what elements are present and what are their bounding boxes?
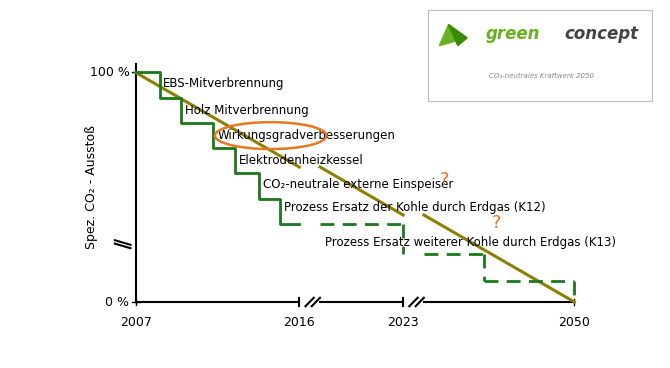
Text: CO₂-neutrale externe Einspeiser: CO₂-neutrale externe Einspeiser [263, 178, 454, 191]
Text: 2016: 2016 [283, 316, 315, 329]
Text: ?: ? [440, 171, 450, 189]
Text: 2050: 2050 [559, 316, 590, 329]
Polygon shape [449, 25, 467, 46]
Text: Prozess Ersatz weiterer Kohle durch Erdgas (K13): Prozess Ersatz weiterer Kohle durch Erdg… [325, 236, 616, 249]
Text: Wirkungsgradverbesserungen: Wirkungsgradverbesserungen [218, 129, 395, 142]
Polygon shape [440, 25, 467, 46]
Text: CO₂-neutrales Kraftwerk 2050: CO₂-neutrales Kraftwerk 2050 [488, 73, 594, 79]
Text: 2023: 2023 [387, 316, 419, 329]
Text: 2007: 2007 [120, 316, 151, 329]
Text: EBS-Mitverbrennung: EBS-Mitverbrennung [162, 78, 284, 91]
Text: Holz Mitverbrennung: Holz Mitverbrennung [186, 104, 310, 117]
Text: 0 %: 0 % [105, 296, 129, 308]
Text: Spez. CO₂ - Ausstoß: Spez. CO₂ - Ausstoß [85, 125, 98, 249]
Text: ?: ? [492, 214, 501, 232]
FancyBboxPatch shape [427, 10, 652, 101]
Text: Prozess Ersatz der Kohle durch Erdgas (K12): Prozess Ersatz der Kohle durch Erdgas (K… [284, 201, 546, 215]
Text: green: green [486, 25, 540, 43]
Text: Elektrodenheizkessel: Elektrodenheizkessel [239, 154, 364, 167]
Text: 100 %: 100 % [90, 66, 129, 79]
Text: concept: concept [564, 25, 639, 43]
